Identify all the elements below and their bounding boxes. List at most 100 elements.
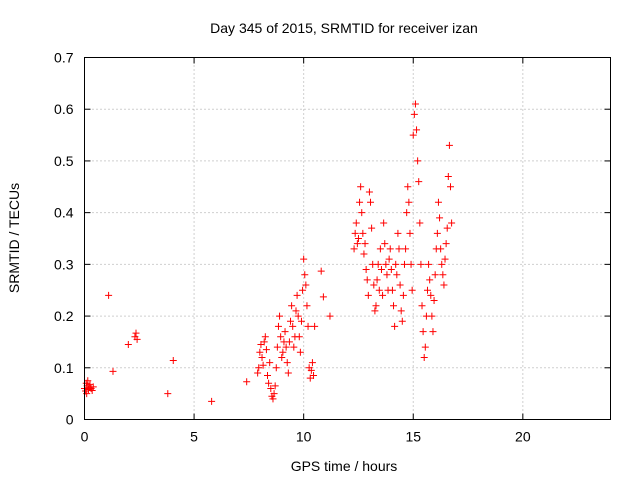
- y-axis-label: SRMTID / TECUs: [6, 183, 22, 293]
- data-point: [390, 302, 398, 310]
- data-point: [447, 183, 455, 191]
- data-point: [362, 266, 370, 274]
- data-point: [368, 224, 376, 232]
- data-point: [373, 276, 381, 284]
- data-point: [164, 390, 172, 398]
- data-point: [302, 281, 310, 289]
- data-point: [311, 322, 319, 330]
- data-point: [266, 359, 274, 367]
- data-point: [398, 317, 406, 325]
- data-point: [360, 250, 368, 258]
- data-point: [409, 131, 417, 139]
- data-point: [88, 387, 96, 395]
- data-point: [392, 260, 400, 268]
- data-point: [399, 291, 407, 299]
- data-point: [296, 348, 304, 356]
- data-point: [439, 271, 447, 279]
- data-point: [295, 333, 303, 341]
- data-point: [270, 390, 278, 398]
- data-point: [404, 183, 412, 191]
- data-point: [358, 209, 366, 217]
- data-point: [169, 357, 177, 365]
- data-points: [81, 100, 456, 405]
- data-point: [279, 348, 287, 356]
- data-point: [364, 291, 372, 299]
- data-point: [271, 382, 279, 390]
- data-point: [132, 329, 140, 337]
- plot-frame: [84, 57, 611, 420]
- data-point: [287, 317, 295, 325]
- data-point: [423, 286, 431, 294]
- data-point: [444, 172, 452, 180]
- data-point: [403, 209, 411, 217]
- data-point: [394, 229, 402, 237]
- data-point: [440, 281, 448, 289]
- data-point: [400, 260, 408, 268]
- data-point: [124, 341, 132, 349]
- data-point: [375, 286, 383, 294]
- data-point: [386, 245, 394, 253]
- data-point: [371, 307, 379, 315]
- data-point: [310, 372, 318, 380]
- data-point: [382, 260, 390, 268]
- data-point: [304, 322, 312, 330]
- data-point: [350, 245, 358, 253]
- data-point: [284, 369, 292, 377]
- data-point: [276, 312, 284, 320]
- data-point: [290, 343, 298, 351]
- data-point: [445, 141, 453, 149]
- y-tick-label: 0.2: [54, 308, 74, 324]
- data-point: [361, 240, 369, 248]
- x-tick-label: 20: [515, 429, 531, 445]
- data-point: [419, 328, 427, 336]
- data-point: [438, 260, 446, 268]
- data-point: [383, 271, 391, 279]
- x-axis-label: GPS time / hours: [291, 458, 398, 474]
- data-point: [269, 395, 277, 403]
- chart-title: Day 345 of 2015, SRMTID for receiver iza…: [210, 20, 478, 36]
- data-point: [406, 229, 414, 237]
- data-point: [376, 245, 384, 253]
- data-point: [352, 219, 360, 227]
- x-tick-label: 5: [190, 429, 198, 445]
- data-point: [262, 346, 270, 354]
- data-point: [288, 302, 296, 310]
- data-point: [433, 229, 441, 237]
- data-point: [431, 271, 439, 279]
- data-point: [294, 312, 302, 320]
- data-point: [408, 286, 416, 294]
- data-point: [353, 240, 361, 248]
- y-tick-label: 0.3: [54, 256, 74, 272]
- data-point: [273, 343, 281, 351]
- data-point: [254, 369, 262, 377]
- data-point: [441, 255, 449, 263]
- data-point: [428, 312, 436, 320]
- data-point: [283, 359, 291, 367]
- data-point: [391, 322, 399, 330]
- data-point: [281, 328, 289, 336]
- data-point: [387, 266, 395, 274]
- y-tick-label: 0.7: [54, 50, 74, 66]
- data-point: [89, 383, 97, 391]
- data-point: [421, 343, 429, 351]
- data-point: [437, 245, 445, 253]
- x-tick-label: 10: [296, 429, 312, 445]
- data-point: [282, 343, 290, 351]
- data-point: [274, 322, 282, 330]
- data-point: [407, 260, 415, 268]
- data-point: [429, 328, 437, 336]
- data-point: [372, 302, 380, 310]
- data-point: [278, 353, 286, 361]
- data-point: [208, 397, 216, 405]
- data-point: [434, 198, 442, 206]
- data-point: [395, 245, 403, 253]
- data-point: [430, 297, 438, 305]
- data-point: [354, 235, 362, 242]
- data-point: [301, 271, 309, 279]
- data-point: [416, 219, 424, 227]
- data-point: [133, 335, 141, 343]
- data-point: [267, 384, 275, 392]
- x-tick-label: 0: [81, 429, 89, 445]
- data-point: [388, 286, 396, 294]
- y-tick-label: 0: [66, 412, 74, 428]
